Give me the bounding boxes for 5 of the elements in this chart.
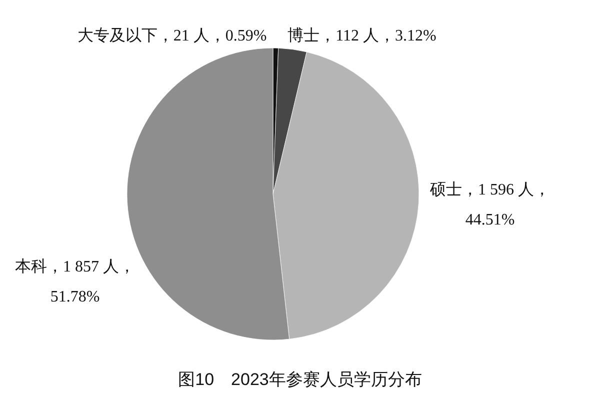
slice-label: 硕士，1 596 人，44.51% (429, 180, 550, 228)
slice-label: 博士，112 人，3.12% (288, 26, 436, 44)
slice-label: 大专及以下，21 人，0.59% (77, 26, 267, 44)
slice-label: 本科，1 857 人，51.78% (15, 258, 135, 306)
text: 图10 2023年参赛人员学历分布 (178, 370, 422, 389)
